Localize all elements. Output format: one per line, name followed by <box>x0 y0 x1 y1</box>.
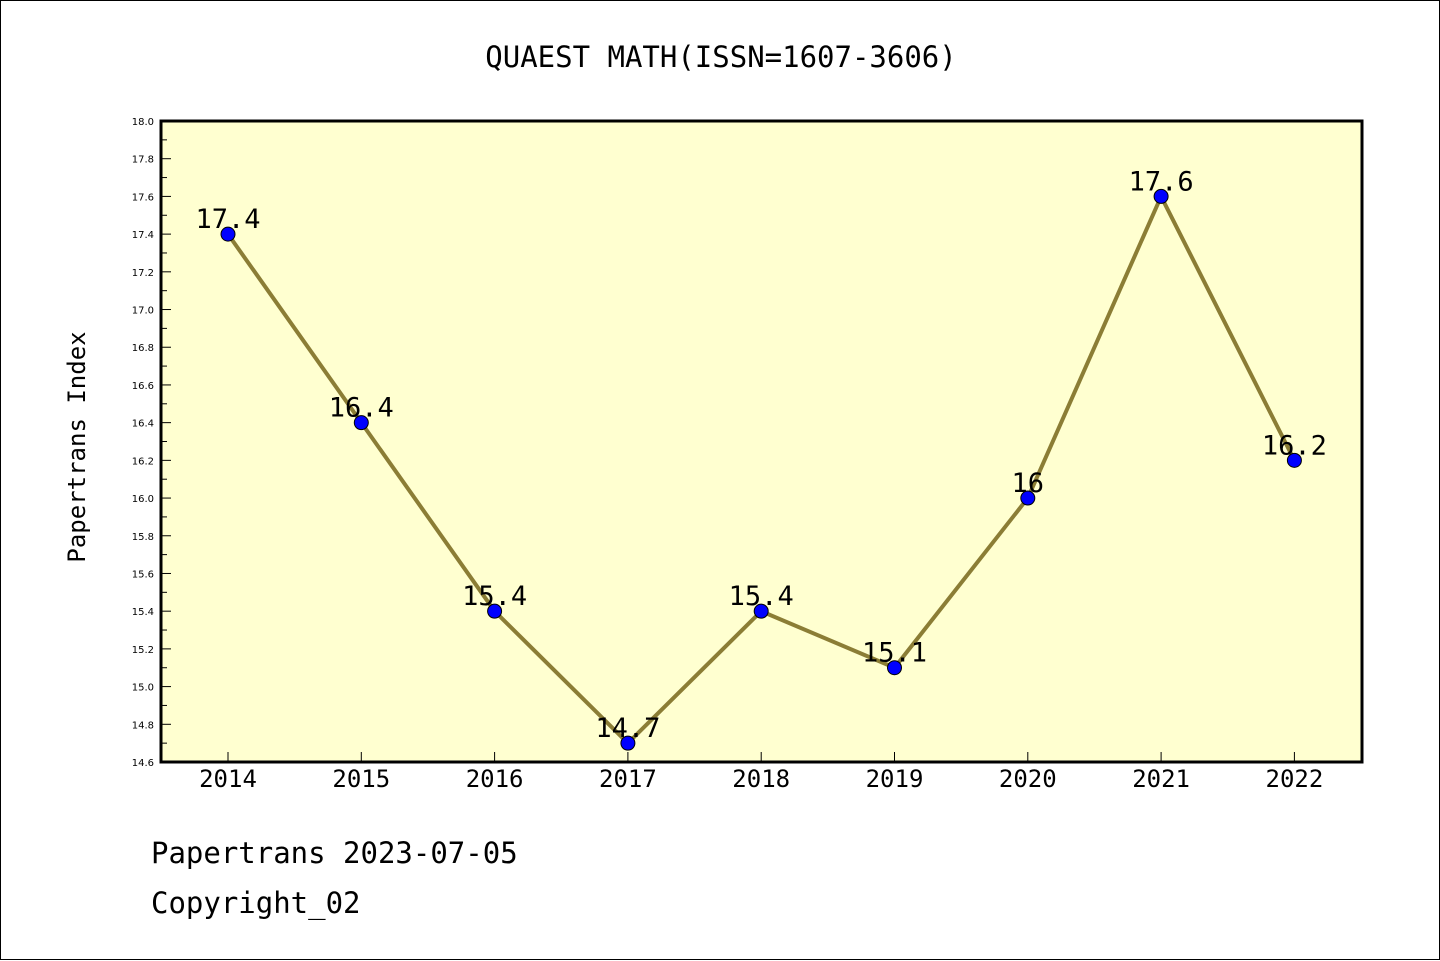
data-point <box>753 603 769 619</box>
y-tick-label: 16.8 <box>132 343 154 354</box>
y-tick-label: 17.4 <box>132 230 154 241</box>
x-tick-label: 2019 <box>866 765 924 793</box>
y-tick-label: 16.0 <box>132 494 154 505</box>
data-label: 15.4 <box>462 581 527 612</box>
data-label: 17.4 <box>195 204 260 235</box>
data-point <box>487 603 503 619</box>
y-tick-label: 17.2 <box>132 268 154 279</box>
footer-date-line: Papertrans 2023-07-05 <box>151 836 518 870</box>
y-tick-label: 15.6 <box>132 569 154 580</box>
data-point <box>1286 452 1302 468</box>
x-tick-label: 2015 <box>332 765 390 793</box>
data-label: 17.6 <box>1129 166 1194 197</box>
data-label: 15.1 <box>862 638 927 669</box>
data-label: 15.4 <box>729 581 794 612</box>
y-tick-label: 16.2 <box>132 456 154 467</box>
data-label: 16.2 <box>1262 430 1327 461</box>
data-label: 16 <box>1012 468 1045 499</box>
y-tick-label: 15.2 <box>132 645 154 656</box>
data-labels-group: 17.4 16.4 15.4 14.7 15.4 15.1 16 17.6 16.2 <box>195 166 1326 744</box>
x-tick-label: 2022 <box>1266 765 1324 793</box>
y-tick-label: 14.6 <box>132 758 154 769</box>
x-tick-label: 2021 <box>1132 765 1190 793</box>
y-axis-label: Papertrans Index <box>63 331 91 562</box>
y-axis-ticks: 14.6 14.8 15.0 15.2 15.4 15.6 15.8 16.0 16.2 16.4… <box>132 117 171 769</box>
x-tick-label: 2017 <box>599 765 657 793</box>
plot-area <box>159 119 1364 764</box>
data-point <box>1020 490 1036 506</box>
y-tick-label: 16.6 <box>132 381 154 392</box>
series-points-group <box>220 188 1302 751</box>
data-point <box>887 660 902 676</box>
y-tick-label: 17.6 <box>132 192 154 203</box>
y-tick-label: 15.4 <box>132 607 154 618</box>
y-tick-label: 17.0 <box>132 306 154 317</box>
y-tick-label: 15.8 <box>132 532 154 543</box>
data-point <box>220 226 236 242</box>
data-label: 16.4 <box>329 393 394 424</box>
x-axis-ticks: 2014 2015 2016 2017 2018 2019 2020 2021 2022 <box>199 752 1323 793</box>
data-label: 14.7 <box>595 713 660 744</box>
x-tick-label: 2016 <box>466 765 524 793</box>
y-tick-label: 18.0 <box>132 117 154 128</box>
footer-copyright-line: Copyright_02 <box>151 886 361 920</box>
chart-title: QUAEST MATH(ISSN=1607-3606) <box>485 40 956 74</box>
x-tick-label: 2014 <box>199 765 257 793</box>
y-tick-label: 16.4 <box>132 419 154 430</box>
data-point <box>353 415 369 431</box>
y-tick-label: 14.8 <box>132 720 154 731</box>
y-tick-label: 17.8 <box>132 155 154 166</box>
data-point <box>1153 188 1169 204</box>
x-tick-label: 2018 <box>732 765 790 793</box>
data-point <box>620 735 636 751</box>
x-tick-label: 2020 <box>999 765 1057 793</box>
y-tick-label: 15.0 <box>132 683 154 694</box>
